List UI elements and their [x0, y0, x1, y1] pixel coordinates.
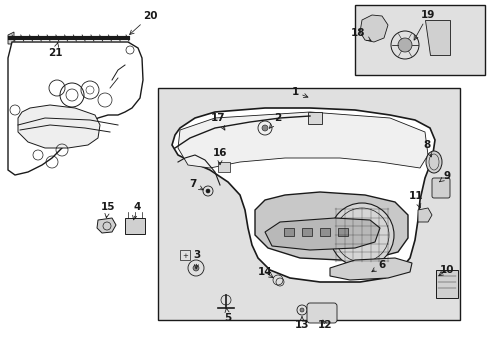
- Polygon shape: [97, 218, 116, 233]
- Polygon shape: [18, 105, 100, 148]
- Text: 10: 10: [438, 265, 453, 276]
- Text: 12: 12: [317, 320, 331, 330]
- Text: 21: 21: [48, 42, 62, 58]
- Bar: [319, 228, 329, 236]
- Text: 7: 7: [189, 179, 203, 190]
- Text: 20: 20: [129, 11, 157, 35]
- Text: 16: 16: [212, 148, 227, 165]
- Polygon shape: [264, 218, 379, 250]
- Polygon shape: [8, 42, 142, 175]
- Circle shape: [329, 203, 393, 267]
- Circle shape: [205, 189, 209, 193]
- Text: 15: 15: [101, 202, 115, 218]
- FancyBboxPatch shape: [306, 303, 336, 323]
- Circle shape: [262, 125, 267, 131]
- Bar: [337, 228, 347, 236]
- Bar: [354, 5, 484, 75]
- Text: 1: 1: [291, 87, 307, 98]
- Polygon shape: [178, 112, 427, 168]
- Text: 5: 5: [224, 308, 231, 323]
- Text: 13: 13: [294, 317, 308, 330]
- Circle shape: [193, 265, 199, 271]
- Polygon shape: [424, 20, 449, 55]
- Polygon shape: [172, 108, 434, 282]
- FancyBboxPatch shape: [431, 178, 449, 198]
- Text: 6: 6: [371, 260, 385, 272]
- Bar: [307, 112, 321, 124]
- Polygon shape: [8, 32, 14, 44]
- Bar: [125, 218, 145, 234]
- Polygon shape: [417, 208, 431, 222]
- Text: 19: 19: [413, 10, 434, 40]
- Bar: [218, 162, 229, 172]
- Bar: [302, 228, 311, 236]
- Text: 9: 9: [439, 171, 449, 182]
- Text: +: +: [182, 253, 187, 259]
- Circle shape: [299, 308, 304, 312]
- Text: 4: 4: [132, 202, 141, 220]
- Bar: [180, 250, 190, 260]
- Text: 2: 2: [269, 113, 281, 128]
- Text: 8: 8: [423, 140, 431, 157]
- Text: 14: 14: [257, 267, 273, 278]
- Text: 11: 11: [408, 191, 423, 208]
- Ellipse shape: [425, 151, 441, 173]
- Bar: [158, 88, 459, 320]
- Text: 3: 3: [193, 250, 200, 269]
- Bar: [284, 228, 293, 236]
- Text: 17: 17: [210, 113, 225, 130]
- Polygon shape: [329, 258, 411, 280]
- Circle shape: [397, 38, 411, 52]
- Polygon shape: [359, 15, 387, 42]
- Bar: [435, 270, 457, 298]
- Polygon shape: [254, 192, 407, 260]
- Text: 18: 18: [350, 28, 370, 41]
